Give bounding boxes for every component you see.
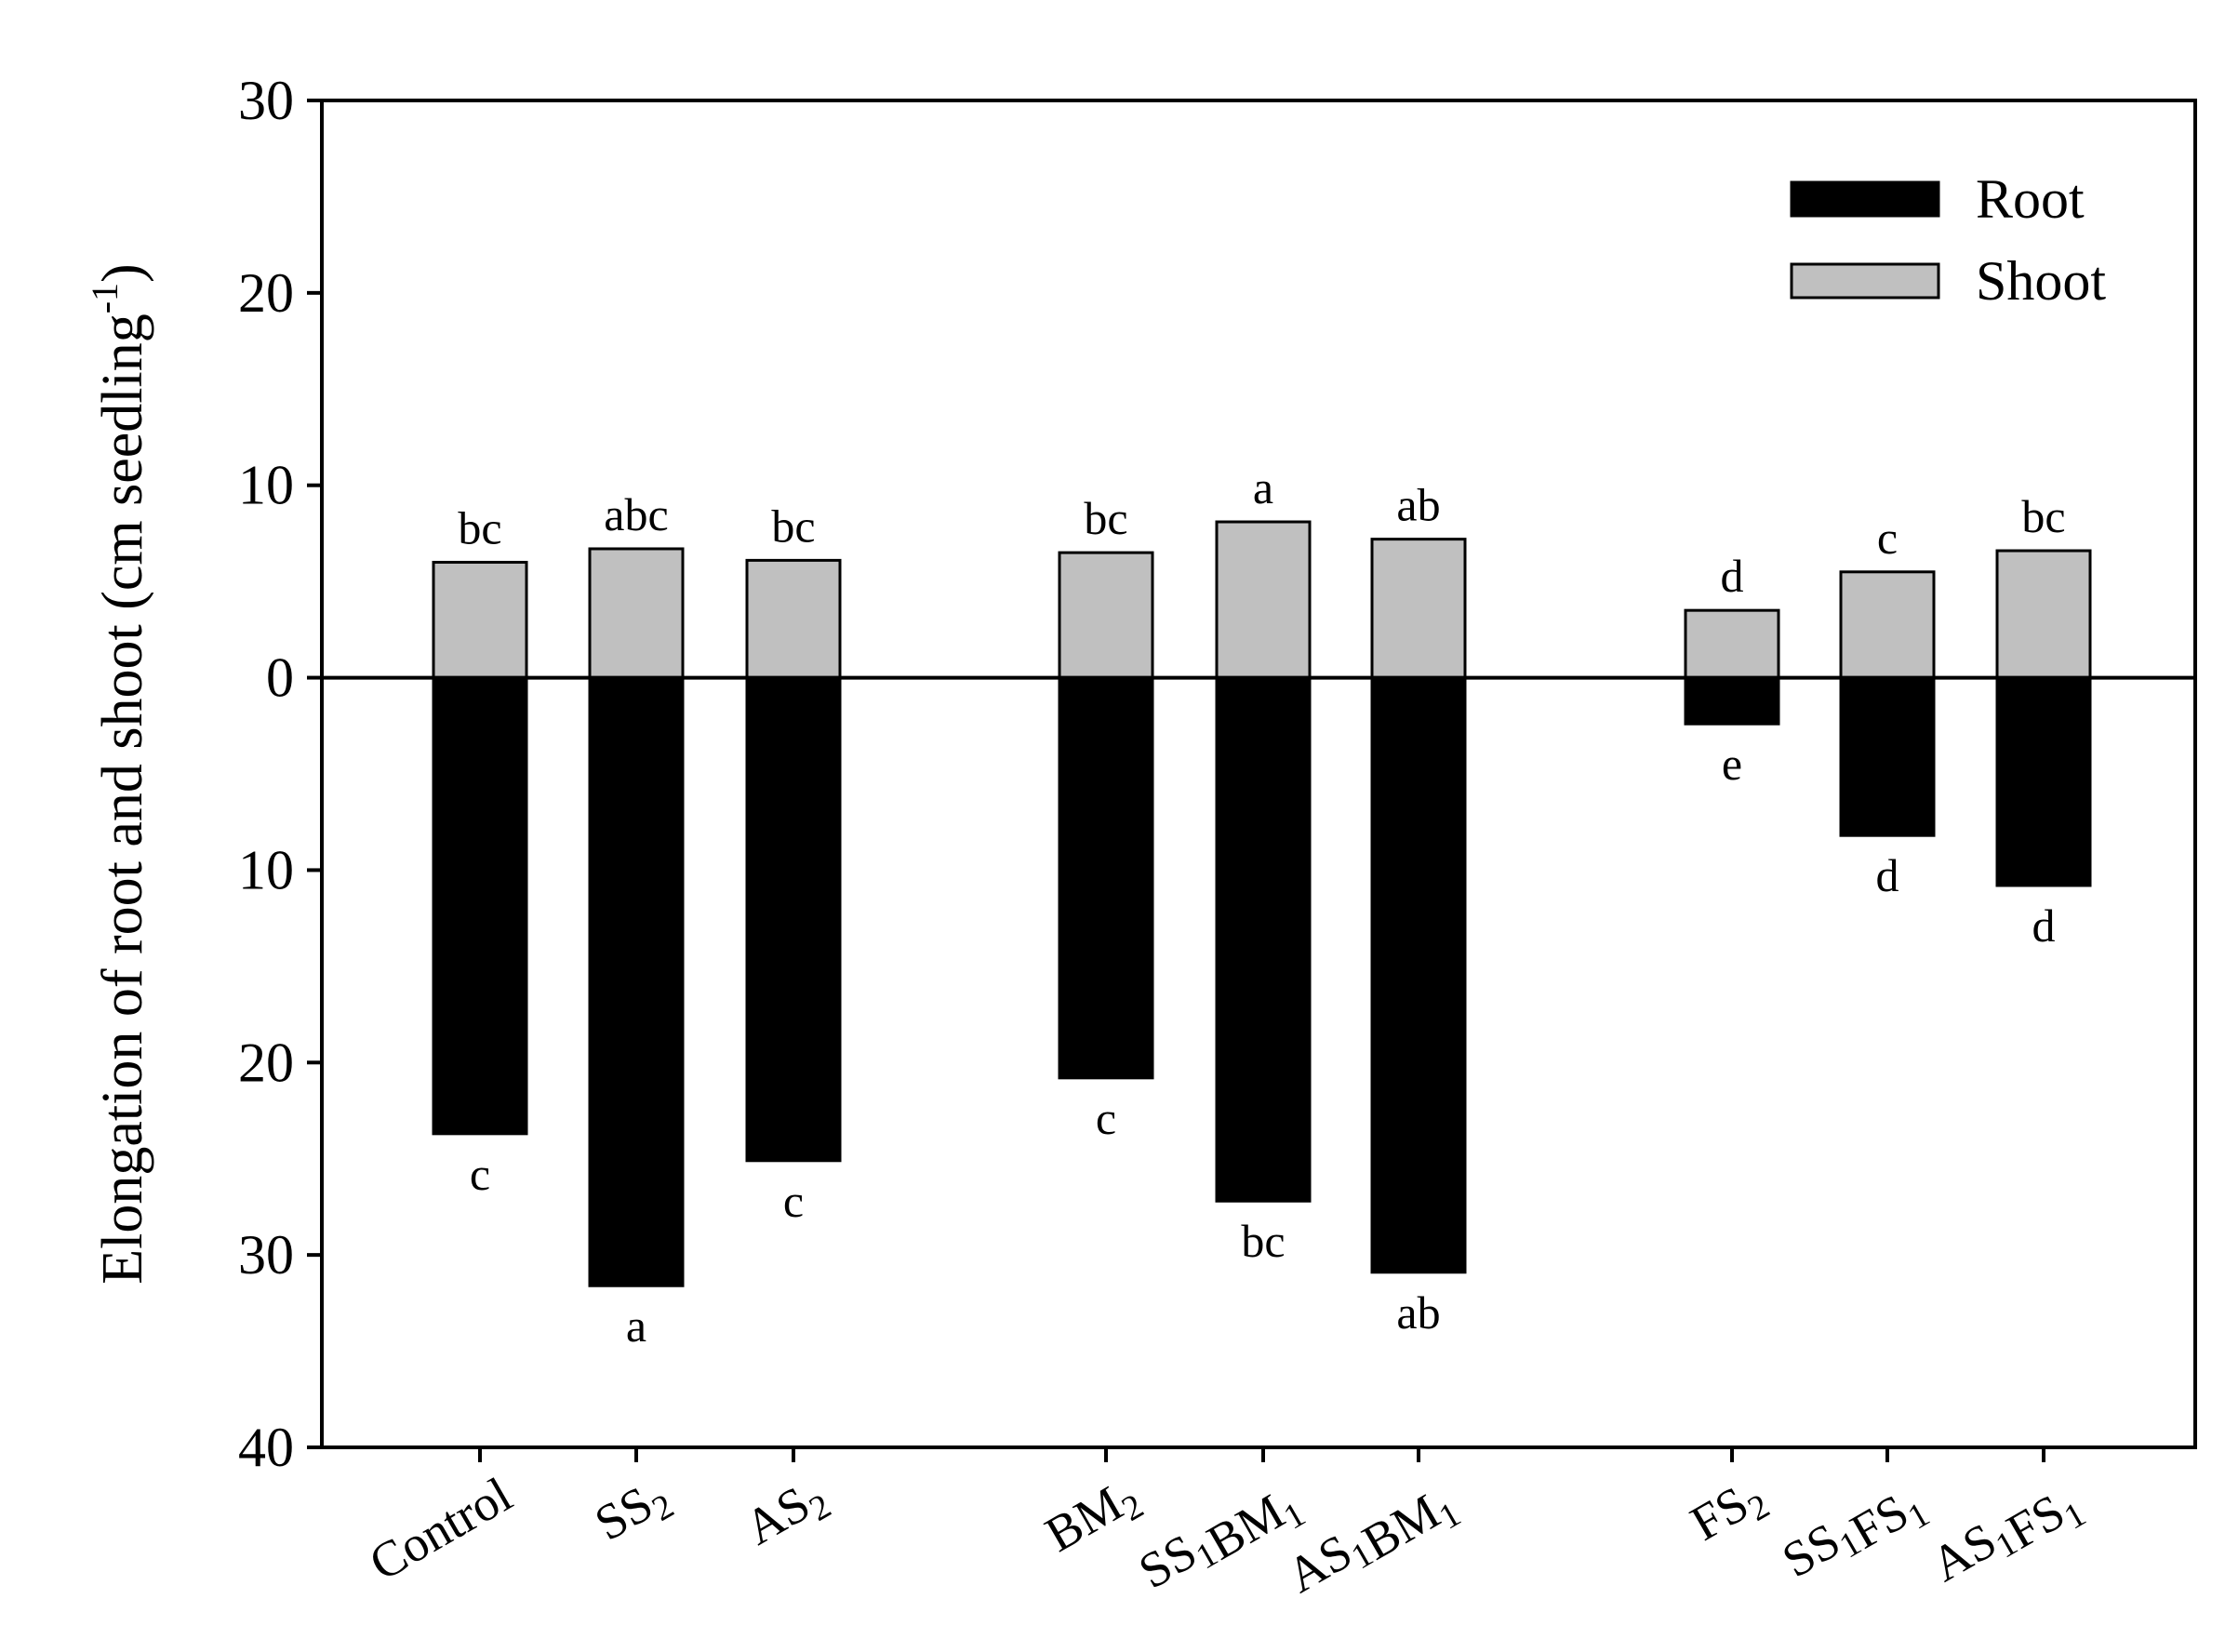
y-tick-label: 30 bbox=[238, 1224, 294, 1286]
root-bar-Control bbox=[432, 676, 528, 1136]
shoot-bar-AS1FS1 bbox=[1995, 549, 2092, 680]
root-bar-AS2 bbox=[745, 676, 842, 1163]
root-bar-BM2 bbox=[1058, 676, 1154, 1080]
shoot-letter-AS1BM1: ab bbox=[1396, 479, 1440, 531]
shoot-bar-Control bbox=[432, 560, 528, 680]
y-tick-label: 10 bbox=[238, 455, 294, 516]
shoot-letter-FS2: d bbox=[1721, 550, 1744, 602]
shoot-letter-AS1FS1: bc bbox=[2021, 490, 2065, 542]
root-letter-AS1BM1: ab bbox=[1396, 1286, 1440, 1339]
bars bbox=[432, 520, 2092, 1287]
y-tick-label: 0 bbox=[266, 647, 294, 709]
root-letter-SS1FS1: d bbox=[1876, 849, 1899, 901]
root-letter-FS2: e bbox=[1722, 738, 1742, 790]
shoot-letter-SS1BM1: a bbox=[1253, 461, 1273, 513]
legend-swatch-shoot bbox=[1790, 262, 1940, 300]
shoot-letter-AS2: bc bbox=[771, 500, 815, 552]
y-tick-label: 20 bbox=[238, 1032, 294, 1093]
plot-frame bbox=[320, 99, 2197, 1449]
x-tick-label-AS1BM1: AS1BM1 bbox=[1278, 1466, 1468, 1617]
y-tick-label: 30 bbox=[238, 70, 294, 131]
y-axis-label-group: Elongation of root and shoot (cm seedlin… bbox=[84, 263, 154, 1284]
root-bar-SS2 bbox=[588, 676, 685, 1287]
x-tick-label-FS2: FS2 bbox=[1682, 1466, 1777, 1557]
root-letter-BM2: c bbox=[1096, 1092, 1116, 1144]
y-tick-label: 10 bbox=[238, 839, 294, 900]
x-tick-label-AS2: AS2 bbox=[736, 1466, 838, 1561]
root-bar-SS1FS1 bbox=[1839, 676, 1936, 837]
root-letter-SS2: a bbox=[626, 1299, 646, 1352]
shoot-bar-SS2 bbox=[588, 547, 685, 680]
significance-letters: c a c c bc ab e d d bc abc bc bc a ab d c bc bbox=[458, 461, 2065, 1352]
y-tick-label: 40 bbox=[238, 1417, 294, 1478]
root-bar-FS2 bbox=[1684, 676, 1780, 726]
shoot-bar-AS2 bbox=[745, 558, 842, 680]
y-axis-label: Elongation of root and shoot (cm seedlin… bbox=[84, 263, 154, 1284]
legend-label-root: Root bbox=[1976, 168, 2085, 230]
root-bar-AS1BM1 bbox=[1370, 676, 1467, 1274]
x-tick-label-SS1FS1: SS1FS1 bbox=[1773, 1466, 1936, 1602]
legend: Root Shoot bbox=[1790, 168, 2106, 312]
shoot-bar-SS1BM1 bbox=[1215, 520, 1312, 680]
shoot-letter-SS2: abc bbox=[604, 488, 668, 540]
shoot-bar-AS1BM1 bbox=[1370, 538, 1467, 680]
root-bar-SS1BM1 bbox=[1215, 676, 1312, 1203]
x-tick-label-AS1FS1: AS1FS1 bbox=[1922, 1466, 2092, 1605]
x-tick-label-SS1BM1: SS1BM1 bbox=[1129, 1466, 1312, 1613]
x-tick-label-Control: Control bbox=[360, 1466, 521, 1591]
root-letter-Control: c bbox=[470, 1148, 490, 1200]
root-letter-AS2: c bbox=[783, 1175, 804, 1227]
root-bar-AS1FS1 bbox=[1995, 676, 2092, 887]
legend-swatch-root bbox=[1790, 180, 1940, 218]
root-letter-SS1BM1: bc bbox=[1241, 1215, 1285, 1267]
shoot-letter-BM2: bc bbox=[1084, 492, 1127, 544]
legend-label-shoot: Shoot bbox=[1976, 250, 2106, 312]
shoot-letter-Control: bc bbox=[458, 501, 501, 553]
shoot-letter-SS1FS1: c bbox=[1877, 512, 1898, 564]
shoot-bar-FS2 bbox=[1684, 608, 1780, 680]
y-tick-label: 20 bbox=[238, 262, 294, 324]
root-letter-AS1FS1: d bbox=[2032, 899, 2056, 952]
y-axis: 30 20 10 0 10 20 30 40 bbox=[238, 70, 322, 1478]
x-tick-label-SS2: SS2 bbox=[586, 1466, 681, 1557]
shoot-bar-SS1FS1 bbox=[1839, 570, 1936, 680]
shoot-bar-BM2 bbox=[1058, 551, 1154, 680]
